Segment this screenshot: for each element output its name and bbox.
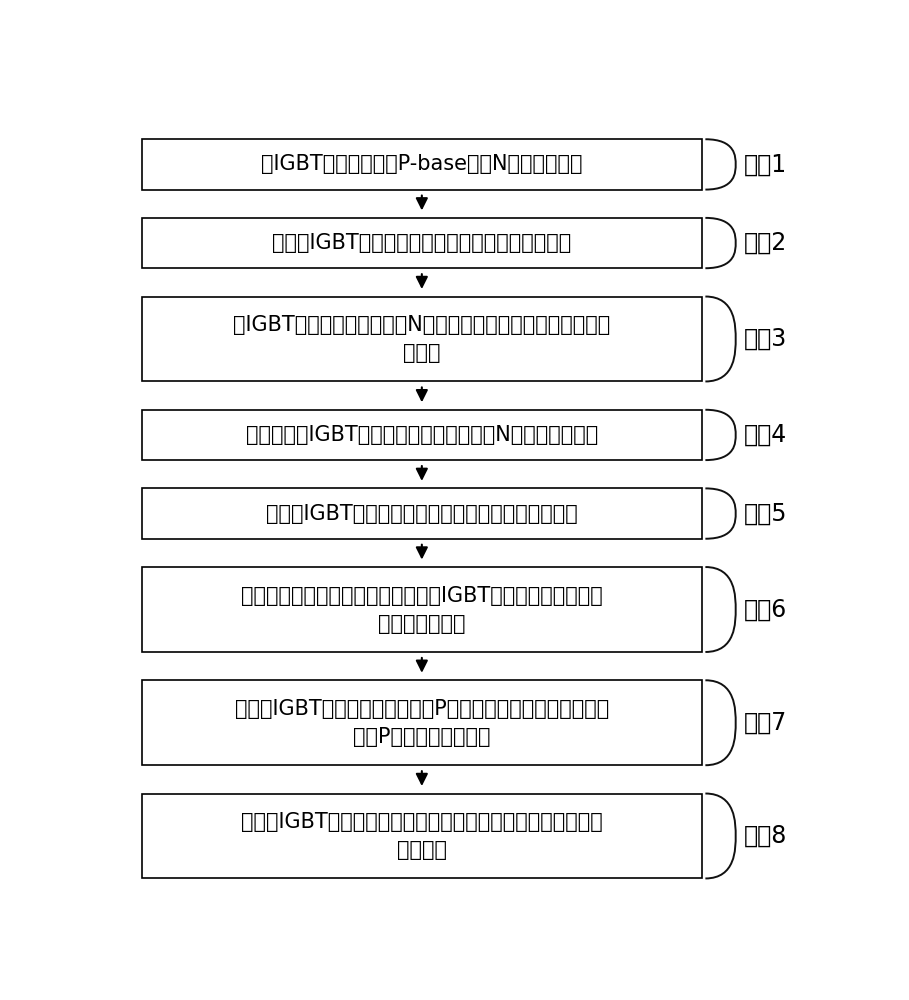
FancyBboxPatch shape	[142, 488, 702, 539]
Text: 在IGBT器件主体进行P-base区和N型增强区注入: 在IGBT器件主体进行P-base区和N型增强区注入	[261, 154, 583, 174]
Text: 在所述IGBT器件主体进行钝化层淀积与刻蚀，形成栅电极及阴
极接触区: 在所述IGBT器件主体进行钝化层淀积与刻蚀，形成栅电极及阴 极接触区	[241, 812, 603, 860]
FancyBboxPatch shape	[142, 410, 702, 460]
FancyBboxPatch shape	[142, 218, 702, 268]
Text: 步骤2: 步骤2	[744, 231, 787, 255]
FancyBboxPatch shape	[142, 297, 702, 381]
Text: 刻蚀掉所述IGBT器件主体的沟槽外多余的N型掺杂的多晶硅: 刻蚀掉所述IGBT器件主体的沟槽外多余的N型掺杂的多晶硅	[245, 425, 598, 445]
FancyBboxPatch shape	[142, 680, 702, 765]
Text: 对所述IGBT器件主体进行沟槽刻蚀并沉积栅氧化层: 对所述IGBT器件主体进行沟槽刻蚀并沉积栅氧化层	[272, 233, 572, 253]
Text: 对所述IGBT器件主体的沟槽进行P型掺杂，在所述沟槽栅的顶部
形成P型掺杂的多晶硅区: 对所述IGBT器件主体的沟槽进行P型掺杂，在所述沟槽栅的顶部 形成P型掺杂的多晶…	[235, 699, 609, 747]
Text: 步骤6: 步骤6	[744, 598, 787, 622]
Text: 步骤5: 步骤5	[744, 502, 787, 526]
Text: 步骤1: 步骤1	[744, 152, 787, 176]
FancyBboxPatch shape	[142, 567, 702, 652]
Text: 对IGBT器件主体的沟槽进行N型掺杂的多晶硅层沉积并填充满所
述沟槽: 对IGBT器件主体的沟槽进行N型掺杂的多晶硅层沉积并填充满所 述沟槽	[234, 315, 611, 363]
Text: 步骤4: 步骤4	[744, 423, 787, 447]
Text: 对完成所述多晶硅氧化层沉积的所述IGBT器件主体进行源极注
入，形成源极区: 对完成所述多晶硅氧化层沉积的所述IGBT器件主体进行源极注 入，形成源极区	[241, 586, 603, 634]
Text: 步骤3: 步骤3	[744, 327, 787, 351]
FancyBboxPatch shape	[142, 139, 702, 190]
Text: 步骤8: 步骤8	[744, 824, 787, 848]
FancyBboxPatch shape	[142, 794, 702, 878]
Text: 对所述IGBT器件主体的表面进行多晶硅氧化层的沉积: 对所述IGBT器件主体的表面进行多晶硅氧化层的沉积	[266, 504, 578, 524]
Text: 步骤7: 步骤7	[744, 711, 787, 735]
